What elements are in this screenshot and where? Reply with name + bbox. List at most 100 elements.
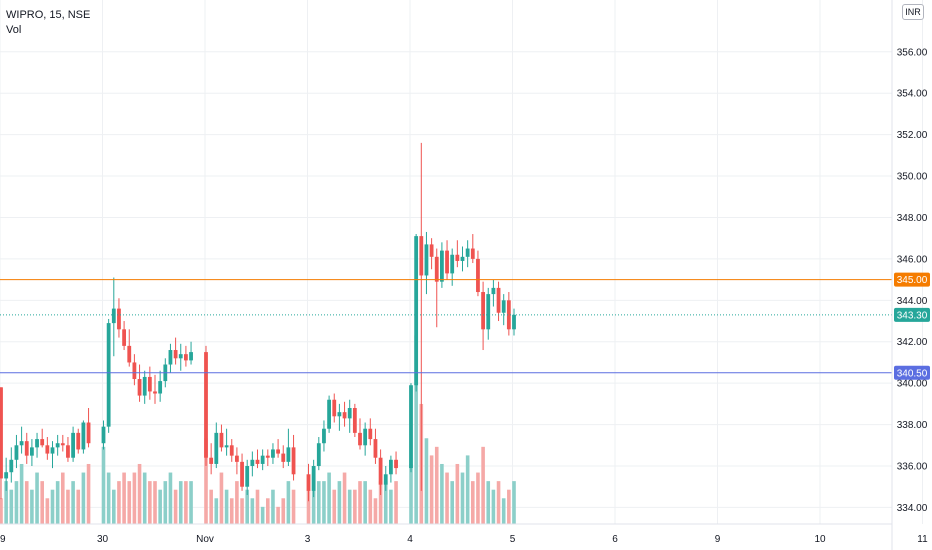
candle-body — [66, 445, 70, 458]
candle-body — [106, 323, 111, 427]
candle-body — [81, 422, 86, 450]
candle-body — [337, 412, 342, 417]
volume-bar — [476, 472, 480, 524]
candle-body — [204, 352, 208, 458]
candle-body — [332, 399, 337, 417]
time-tick-label: 11 — [917, 534, 928, 545]
volume-bar — [271, 489, 275, 524]
last-price-label: 343.30 — [897, 310, 928, 321]
candle-body — [389, 459, 393, 475]
volume-bar — [460, 472, 465, 524]
volume-bar — [512, 481, 516, 524]
volume-bar — [327, 472, 331, 524]
candle-body — [414, 236, 419, 386]
support-price-label: 340.50 — [897, 368, 928, 379]
volume-bar — [501, 498, 506, 524]
candle-body — [434, 256, 439, 282]
candle-body — [363, 428, 368, 446]
volume-bar — [434, 446, 439, 524]
volume-bar — [229, 498, 234, 524]
candle-body — [137, 379, 142, 396]
volume-bar — [24, 481, 29, 524]
price-axis: 334.00 336.00 338.00 340.00 342.00 344.00 346.… — [894, 47, 930, 514]
candle-body — [224, 445, 229, 448]
candle-body — [424, 244, 429, 276]
volume-bar — [71, 481, 75, 524]
volume-bar — [14, 481, 19, 524]
volume-bar — [276, 506, 280, 524]
candle-body — [229, 445, 234, 456]
volume-bar — [445, 472, 449, 524]
candle-body — [465, 248, 470, 257]
candle-body — [445, 250, 449, 274]
volume-bar — [465, 455, 470, 524]
candle-body — [496, 287, 501, 313]
candle-body — [491, 287, 496, 295]
price-tick-label: 340.00 — [897, 379, 928, 390]
volume-bar — [66, 489, 70, 524]
volume-bar — [137, 463, 142, 524]
volume-bar — [127, 481, 132, 524]
currency-label: INR — [905, 7, 921, 17]
volume-bar — [235, 481, 239, 524]
price-tick-label: 354.00 — [897, 89, 928, 100]
candle-body — [111, 308, 116, 324]
time-tick-label: 5 — [510, 534, 516, 545]
volume-bar — [347, 489, 352, 524]
volume-bar — [189, 481, 193, 524]
volume-bar — [291, 489, 296, 524]
currency-button[interactable]: INR — [902, 4, 924, 20]
volume-bar — [245, 489, 249, 524]
candle-body — [45, 445, 50, 454]
candle-body — [306, 474, 311, 491]
volume-bar — [142, 472, 147, 524]
price-tick-label: 346.00 — [897, 254, 928, 265]
volume-bar — [414, 335, 418, 524]
volume-bar — [383, 481, 388, 524]
price-tick-label: 334.00 — [897, 503, 928, 514]
time-tick-label: 10 — [814, 534, 826, 545]
candle-body — [76, 432, 81, 450]
volume-bar — [281, 498, 286, 524]
volume-bar — [45, 498, 50, 524]
volume-bar — [153, 481, 157, 524]
candle-body — [245, 466, 250, 487]
volume-bar — [30, 489, 34, 524]
candle-body — [409, 385, 413, 469]
time-tick-label: 6 — [612, 534, 618, 545]
candle-body — [486, 294, 491, 330]
candle-body — [476, 258, 480, 293]
price-tick-label: 344.00 — [897, 296, 928, 307]
candle-body — [260, 455, 265, 464]
candle-body — [506, 300, 511, 330]
candle-body — [440, 250, 444, 282]
candle-body — [455, 254, 460, 261]
volume-bar — [81, 472, 86, 524]
volume-bar — [168, 472, 173, 524]
symbol-title: WIPRO, 15, NSE — [6, 9, 91, 21]
volume-bar — [440, 463, 444, 524]
volume-bar — [148, 481, 152, 524]
volume-bar — [86, 463, 91, 524]
volume-bar — [112, 489, 116, 524]
volume-bar — [219, 472, 224, 524]
horizontal-gridlines — [0, 51, 892, 508]
volume-bar — [204, 438, 208, 524]
volume-bar — [306, 489, 311, 524]
candle-body — [209, 457, 214, 464]
volume-bar — [368, 489, 373, 524]
candle-body — [501, 300, 506, 313]
candle-body — [311, 466, 316, 491]
candle-body — [512, 314, 516, 330]
volume-bars — [0, 335, 516, 524]
candle-body — [86, 422, 91, 444]
volume-indicator-label: Vol — [6, 24, 22, 36]
candle-body — [240, 461, 244, 487]
candlesticks — [0, 142, 516, 502]
volume-bar — [260, 506, 265, 524]
candle-body — [35, 439, 39, 448]
volume-bar — [19, 463, 24, 524]
volume-bar — [158, 489, 162, 524]
time-tick-label: 9 — [715, 534, 721, 545]
